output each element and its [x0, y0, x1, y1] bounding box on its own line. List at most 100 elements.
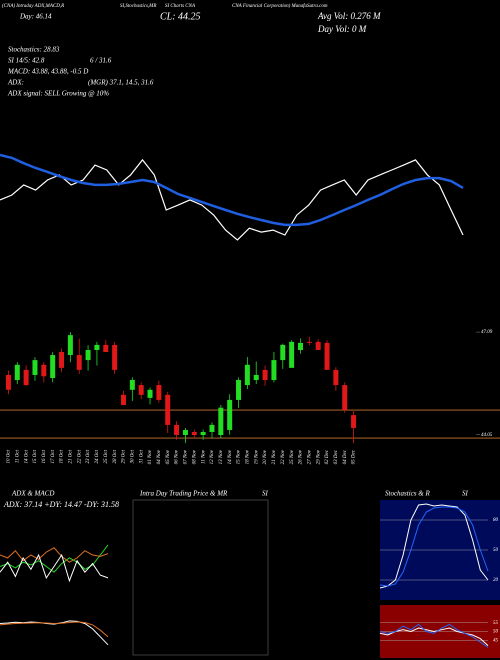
candle-body	[94, 344, 100, 350]
candle-body	[76, 355, 82, 370]
x-tick-label: 15 Oct	[33, 449, 38, 463]
candle-body	[50, 355, 56, 378]
x-tick-label: 04 Nov	[157, 449, 162, 464]
candle-body	[333, 369, 339, 386]
x-tick-label: 11 Oct	[15, 449, 20, 463]
candle-body	[236, 380, 242, 400]
series-line	[0, 621, 109, 638]
panel-title: SI	[262, 490, 269, 498]
candle-body	[112, 344, 118, 370]
adx-label: ADX: 37.14 +DY: 14.47 -DY: 31.58	[3, 500, 119, 509]
x-tick-label: 29 Nov	[316, 449, 321, 464]
x-tick-label: 28 Oct	[113, 449, 118, 463]
x-tick-label: 21 Oct	[69, 449, 74, 463]
candle-body	[271, 360, 277, 381]
x-tick-label: 13 Nov	[219, 449, 224, 464]
x-tick-label: 26 Nov	[299, 449, 304, 464]
candle-body	[315, 341, 321, 350]
x-tick-label: 15 Nov	[237, 449, 242, 464]
x-tick-label: 22 Oct	[77, 449, 82, 463]
x-tick-label: 29 Oct	[122, 449, 127, 463]
x-tick-label: 14 Nov	[228, 449, 233, 464]
x-tick-label: 08 Nov	[192, 449, 197, 464]
candle-body	[182, 429, 188, 436]
series-line	[379, 503, 489, 589]
candle-body	[138, 385, 144, 395]
stat: ADX signal: SELL Growing @ 10%	[7, 90, 109, 98]
x-tick-label: 31 Oct	[139, 449, 144, 463]
x-tick-label: 10 Oct	[7, 449, 12, 463]
x-tick-label: 14 Oct	[24, 449, 29, 463]
header-text: SI Charts CNA	[165, 4, 196, 9]
x-tick-label: 03 Dec	[334, 449, 339, 464]
avg-vol: Avg Vol: 0.276 M	[317, 11, 381, 21]
candle-body	[289, 341, 295, 368]
x-tick-label: 06 Nov	[175, 449, 180, 464]
intraday-box	[132, 499, 269, 656]
y-tick-label: 55	[493, 621, 499, 626]
panel-title: Intra Day Trading Price & MR	[139, 490, 228, 498]
series-line	[379, 623, 489, 648]
candle-body	[41, 364, 47, 377]
candle-body	[156, 385, 162, 400]
x-tick-label: 20 Nov	[263, 449, 268, 464]
x-tick-label: 19 Nov	[254, 449, 259, 464]
candle-body	[262, 369, 268, 381]
stat: Stochastics: 28.83	[8, 46, 60, 54]
candle-body	[253, 374, 259, 381]
candle-body	[306, 341, 312, 343]
x-tick-label: 21 Nov	[272, 449, 277, 464]
candle-body	[23, 369, 29, 386]
header-text: (CNA) Intraday ADX,MACD,R	[2, 4, 64, 9]
x-tick-label: 12 Nov	[210, 449, 215, 464]
x-tick-label: 18 Oct	[60, 449, 65, 463]
candle-body	[14, 364, 20, 381]
candle-body	[209, 424, 215, 432]
candle-body	[165, 394, 171, 425]
candle-body	[342, 385, 348, 411]
x-tick-label: 24 Oct	[95, 449, 100, 463]
candle-body	[67, 335, 73, 356]
series-line	[0, 153, 464, 227]
x-tick-label: 04 Dec	[343, 449, 348, 464]
day-text: Day: 46.14	[19, 13, 52, 21]
x-tick-label: 30 Oct	[130, 449, 135, 463]
x-tick-label: 11 Nov	[201, 449, 206, 464]
y-tick-label: 20	[493, 578, 499, 583]
y-tick-label: 80	[493, 518, 499, 523]
y-tick-label: 44.05	[481, 433, 493, 438]
y-tick-label: 50	[493, 630, 499, 635]
candle-body	[59, 352, 65, 368]
series-line	[379, 627, 489, 646]
candle-body	[103, 344, 109, 352]
candle-body	[129, 380, 135, 390]
x-tick-label: 27 Nov	[307, 449, 312, 464]
stat: SI 14/5: 42.8	[8, 57, 45, 65]
candle-body	[324, 342, 330, 370]
x-tick-label: 16 Oct	[42, 449, 47, 463]
panel-title: ADX & MACD	[11, 490, 54, 498]
x-tick-label: 17 Oct	[51, 449, 56, 463]
y-tick-label: 47.09	[481, 330, 493, 335]
x-tick-label: 25 Oct	[104, 449, 109, 463]
x-tick-label: 05 Dec	[352, 449, 357, 464]
candle-body	[244, 364, 250, 386]
header-text: CNA Financial Corporation) MunafaSutra.c…	[232, 4, 328, 9]
header-text: SI,Stochastics,MR	[120, 4, 156, 9]
candle-body	[32, 360, 38, 375]
candle-body	[147, 389, 153, 398]
series-line	[379, 506, 489, 587]
candle-body	[351, 415, 357, 428]
candle-body	[200, 431, 206, 436]
series-line	[0, 553, 109, 583]
x-tick-label: 05 Nov	[166, 449, 171, 464]
y-tick-label: 50	[493, 548, 499, 553]
candle-body	[5, 374, 11, 390]
panel-title: SI	[462, 490, 469, 498]
x-tick-label: 22 Nov	[281, 449, 286, 464]
stat: 6 / 31.6	[90, 57, 112, 65]
series-line	[0, 620, 109, 646]
candle-body	[120, 394, 126, 405]
panel-title: Stochastics & R	[385, 490, 430, 498]
